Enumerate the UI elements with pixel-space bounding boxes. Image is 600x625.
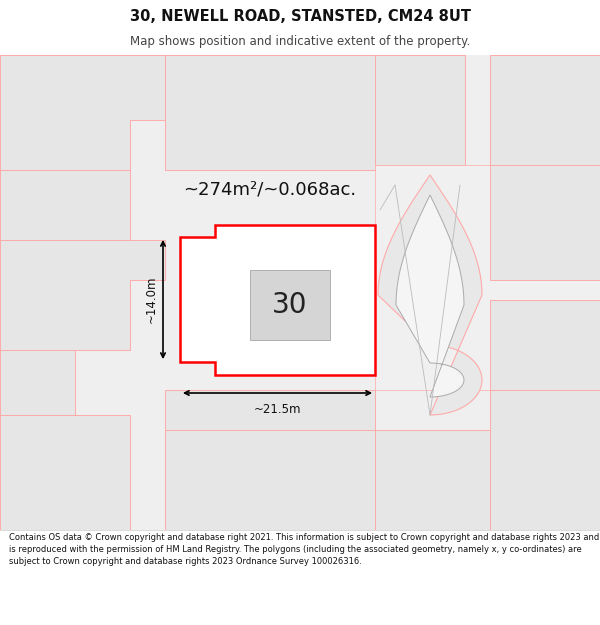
Polygon shape [490,165,600,280]
Polygon shape [375,165,600,390]
Text: 30: 30 [272,291,308,319]
Polygon shape [375,430,490,530]
Polygon shape [0,350,75,415]
Polygon shape [180,225,375,375]
Polygon shape [490,390,600,530]
Polygon shape [0,240,165,350]
Polygon shape [250,270,330,340]
Polygon shape [490,300,600,390]
Polygon shape [375,55,465,165]
Polygon shape [0,55,165,170]
Text: Map shows position and indicative extent of the property.: Map shows position and indicative extent… [130,35,470,48]
Text: 30, NEWELL ROAD, STANSTED, CM24 8UT: 30, NEWELL ROAD, STANSTED, CM24 8UT [130,9,470,24]
Polygon shape [165,430,375,530]
Polygon shape [396,195,464,397]
Polygon shape [0,415,130,530]
Polygon shape [378,175,482,415]
Text: Contains OS data © Crown copyright and database right 2021. This information is : Contains OS data © Crown copyright and d… [9,533,599,566]
Polygon shape [490,55,600,165]
Text: ~274m²/~0.068ac.: ~274m²/~0.068ac. [184,181,356,199]
Polygon shape [165,55,375,170]
Text: ~14.0m: ~14.0m [145,276,158,323]
Polygon shape [0,170,130,240]
Text: ~21.5m: ~21.5m [254,403,301,416]
Polygon shape [165,390,375,530]
